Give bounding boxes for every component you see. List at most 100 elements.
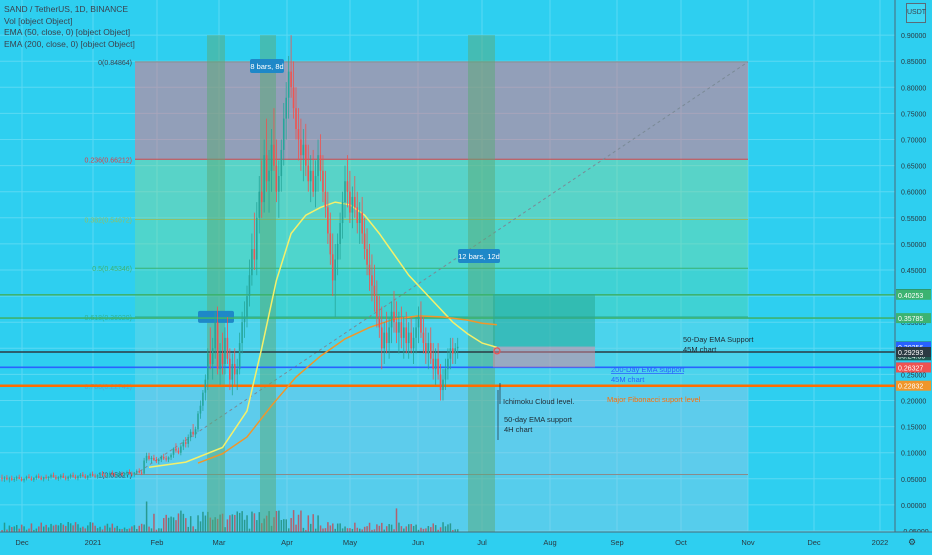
volume-bar [415,524,417,532]
time-tick-label: Feb [151,538,164,547]
candle-body [439,374,442,391]
legend-symbol[interactable]: SAND / TetherUS, 1D, BINANCE [4,4,129,14]
volume-bar [77,524,79,532]
candle-body [162,456,165,459]
legend-ema50[interactable]: EMA (50, close, 0) [object Object] [4,27,131,37]
volume-bar [437,529,439,532]
volume-bar [172,517,175,532]
candle-body [442,379,444,391]
volume-bar [341,528,344,532]
volume-bar [346,528,349,532]
candle-body [37,476,40,478]
candle-body [138,470,140,473]
candle-body [116,474,118,476]
price-tick-label: 0.25000 [901,372,926,379]
annotation-4h-ema-sub: 4H chart [504,425,533,434]
candle-body [447,358,449,370]
volume-bar [376,524,378,532]
candle-body [106,474,109,477]
candle-body [444,369,447,380]
time-tick-label: Nov [741,538,755,547]
volume-bar [114,527,116,532]
candle-body [452,348,454,354]
currency-selector[interactable]: USDT [906,3,926,23]
candle-body [292,87,295,109]
candle-body [368,264,371,276]
volume-bar [192,526,194,532]
candle-body [295,108,297,130]
candle-body [118,473,121,475]
candle-body [243,316,246,323]
candle-body [123,473,126,476]
candle-body [349,191,351,213]
candle-body [420,316,422,333]
volume-bar [123,527,126,532]
volume-bar [42,526,45,532]
candle-body [150,457,153,459]
candle-body [287,71,290,98]
volume-bar [40,522,42,532]
volume-bar [104,525,106,532]
candle-body [270,144,273,171]
volume-bar [368,522,371,532]
legend-volume[interactable]: Vol [object Object] [4,15,73,26]
volume-bar [246,515,248,532]
volume-bar [410,524,412,532]
candle-body [302,144,305,156]
candle-body [47,476,50,479]
price-tick-label: 0.85000 [901,59,926,66]
volume-bar [131,526,133,532]
volume-bar [194,529,197,532]
volume-bar [106,523,109,532]
volume-bar [145,501,148,532]
volume-bar [94,525,96,532]
price-axis-bg [895,0,932,532]
range-label-text: 12 bars, 12d [458,252,500,261]
annotation-fib-support: Major Fibonacci suport level [607,395,701,404]
fib-zone [135,386,748,475]
candle-body [121,473,123,476]
volume-bar [417,529,420,532]
volume-bar [390,524,393,532]
volume-bar [91,522,94,532]
volume-bar [170,516,172,532]
volume-bar [422,528,425,532]
volume-bar [197,515,199,532]
candle-body [314,176,317,192]
candle-body [233,363,236,375]
candle-body [207,353,209,380]
volume-bar [226,519,229,532]
volume-bar [52,525,55,532]
price-tick-label: 0.00000 [901,503,926,510]
volume-bar [278,510,280,532]
volume-bar [72,525,74,532]
volume-bar [25,529,28,532]
price-label-box [896,341,931,352]
candle-body [13,478,16,480]
price-label-text: 0.29293 [898,350,923,357]
candle-body [197,413,199,430]
price-tick-label: 0.65000 [901,164,926,171]
candle-body [236,369,238,375]
volume-bar [180,510,182,532]
candle-body [69,475,72,477]
volume-bar [57,525,60,532]
candle-body [432,358,434,370]
volume-bar [354,522,356,532]
fib-zone [135,268,748,317]
date-range-boxes: 8 bars, 8d 12 bars, 12d [198,35,500,532]
volume-bar [427,525,430,532]
volume-bar [50,523,52,532]
volume-bar [236,511,238,532]
candle-body [18,477,20,479]
volume-bar [231,514,234,532]
volume-bar [395,508,398,532]
candle-body [167,457,170,460]
candle-body [113,474,116,476]
volume-bar [20,524,23,532]
legend-ema200[interactable]: EMA (200, close, 0) [object Object] [4,38,135,49]
candle-body [33,477,35,480]
